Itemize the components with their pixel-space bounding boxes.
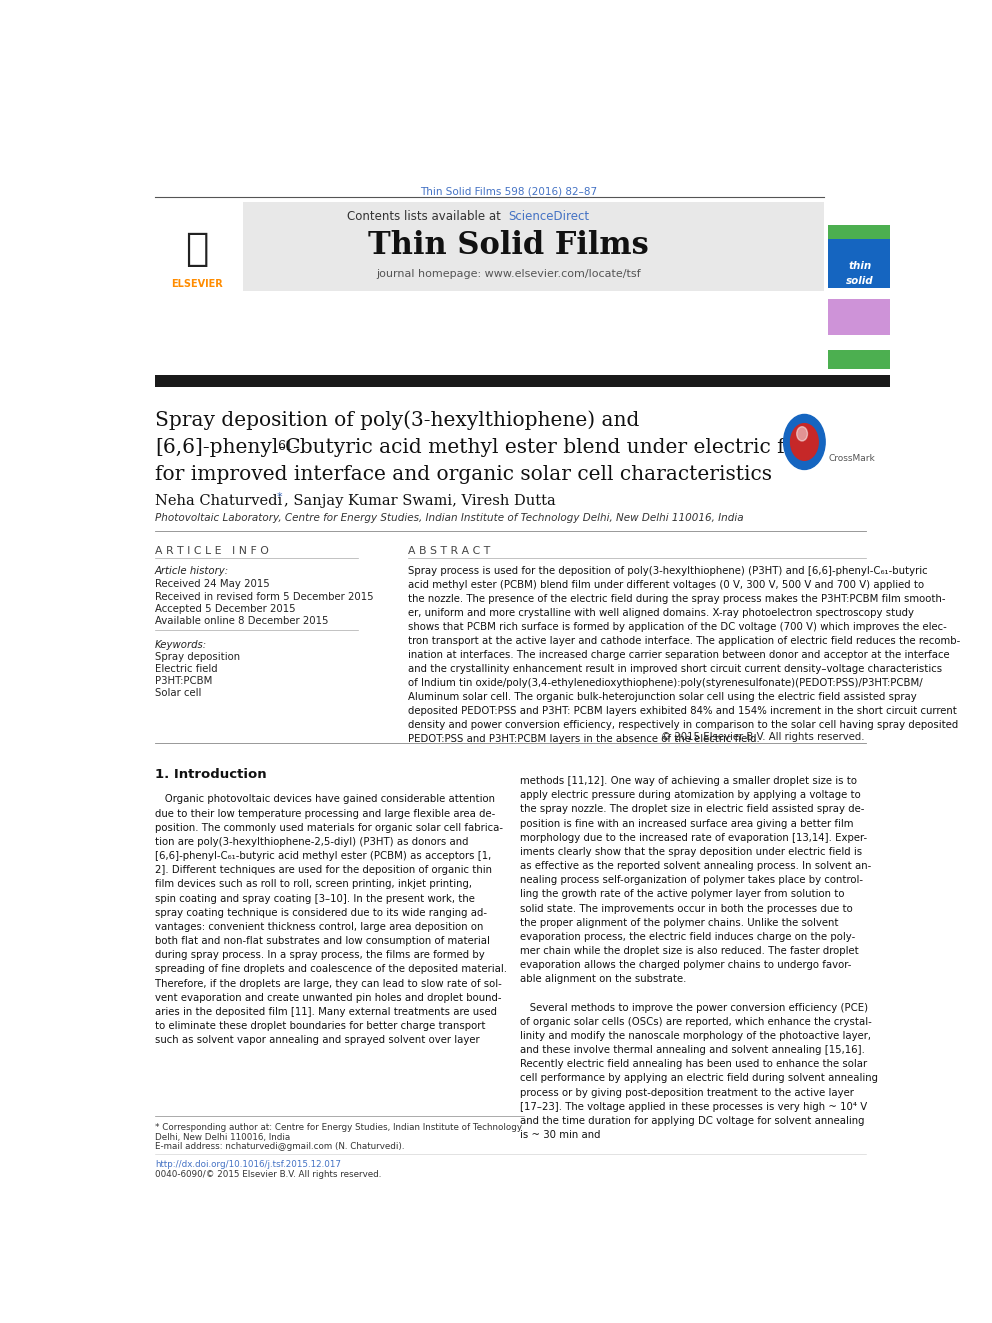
Text: ELSEVIER: ELSEVIER (172, 279, 223, 288)
Text: Received 24 May 2015: Received 24 May 2015 (155, 579, 270, 590)
Text: Spray process is used for the deposition of poly(3-hexylthiophene) (P3HT) and [6: Spray process is used for the deposition… (409, 566, 960, 745)
FancyBboxPatch shape (828, 351, 891, 369)
Text: thin: thin (848, 261, 871, 271)
Text: E-mail address: nchaturvedi@gmail.com (N. Chaturvedi).: E-mail address: nchaturvedi@gmail.com (N… (155, 1142, 405, 1151)
Text: 0040-6090/© 2015 Elsevier B.V. All rights reserved.: 0040-6090/© 2015 Elsevier B.V. All right… (155, 1171, 381, 1179)
Text: for improved interface and organic solar cell characteristics: for improved interface and organic solar… (155, 466, 772, 484)
Text: Solar cell: Solar cell (155, 688, 201, 699)
FancyBboxPatch shape (828, 239, 891, 288)
Text: solid: solid (846, 277, 874, 286)
FancyBboxPatch shape (155, 374, 891, 386)
Circle shape (784, 414, 825, 470)
Text: 61: 61 (277, 441, 293, 452)
Text: [6,6]-phenyl-C: [6,6]-phenyl-C (155, 438, 301, 456)
Text: Article history:: Article history: (155, 566, 229, 577)
FancyBboxPatch shape (828, 225, 891, 255)
Text: CrossMark: CrossMark (828, 454, 875, 463)
Text: ScienceDirect: ScienceDirect (509, 209, 589, 222)
Text: Delhi, New Delhi 110016, India: Delhi, New Delhi 110016, India (155, 1132, 290, 1142)
Text: films: films (845, 291, 874, 302)
Text: * Corresponding author at: Centre for Energy Studies, Indian Institute of Techno: * Corresponding author at: Centre for En… (155, 1123, 522, 1132)
Text: Spray deposition of poly(3-hexylthiophene) and: Spray deposition of poly(3-hexylthiophen… (155, 410, 639, 430)
Text: Organic photovoltaic devices have gained considerable attention
due to their low: Organic photovoltaic devices have gained… (155, 794, 507, 1045)
Text: -butyric acid methyl ester blend under electric field: -butyric acid methyl ester blend under e… (294, 438, 822, 456)
Text: methods [11,12]. One way of achieving a smaller droplet size is to
apply electri: methods [11,12]. One way of achieving a … (520, 777, 878, 1140)
Text: P3HT:PCBM: P3HT:PCBM (155, 676, 212, 687)
Text: A R T I C L E   I N F O: A R T I C L E I N F O (155, 546, 269, 556)
Text: Photovoltaic Laboratory, Centre for Energy Studies, Indian Institute of Technolo: Photovoltaic Laboratory, Centre for Ener… (155, 513, 743, 524)
Text: Received in revised form 5 December 2015: Received in revised form 5 December 2015 (155, 591, 373, 602)
Text: Spray deposition: Spray deposition (155, 652, 240, 662)
Text: 1. Introduction: 1. Introduction (155, 767, 267, 781)
Circle shape (797, 427, 807, 441)
Text: Neha Chaturvedi: Neha Chaturvedi (155, 493, 282, 508)
Text: Contents lists available at: Contents lists available at (347, 209, 505, 222)
FancyBboxPatch shape (155, 201, 243, 291)
FancyBboxPatch shape (828, 299, 891, 335)
Text: http://dx.doi.org/10.1016/j.tsf.2015.12.017: http://dx.doi.org/10.1016/j.tsf.2015.12.… (155, 1160, 341, 1170)
Text: © 2015 Elsevier B.V. All rights reserved.: © 2015 Elsevier B.V. All rights reserved… (661, 733, 864, 742)
Text: Thin Solid Films: Thin Solid Films (368, 230, 649, 261)
Text: journal homepage: www.elsevier.com/locate/tsf: journal homepage: www.elsevier.com/locat… (376, 269, 641, 279)
Text: Available online 8 December 2015: Available online 8 December 2015 (155, 617, 328, 626)
Text: *: * (277, 492, 283, 501)
Text: Electric field: Electric field (155, 664, 217, 673)
Text: Accepted 5 December 2015: Accepted 5 December 2015 (155, 603, 296, 614)
Text: Keywords:: Keywords: (155, 639, 207, 650)
Text: 🌳: 🌳 (186, 230, 208, 269)
Circle shape (791, 423, 818, 460)
Text: , Sanjay Kumar Swami, Viresh Dutta: , Sanjay Kumar Swami, Viresh Dutta (284, 493, 556, 508)
FancyBboxPatch shape (155, 201, 823, 291)
Text: Thin Solid Films 598 (2016) 82–87: Thin Solid Films 598 (2016) 82–87 (420, 187, 597, 196)
Text: A B S T R A C T: A B S T R A C T (409, 546, 491, 556)
